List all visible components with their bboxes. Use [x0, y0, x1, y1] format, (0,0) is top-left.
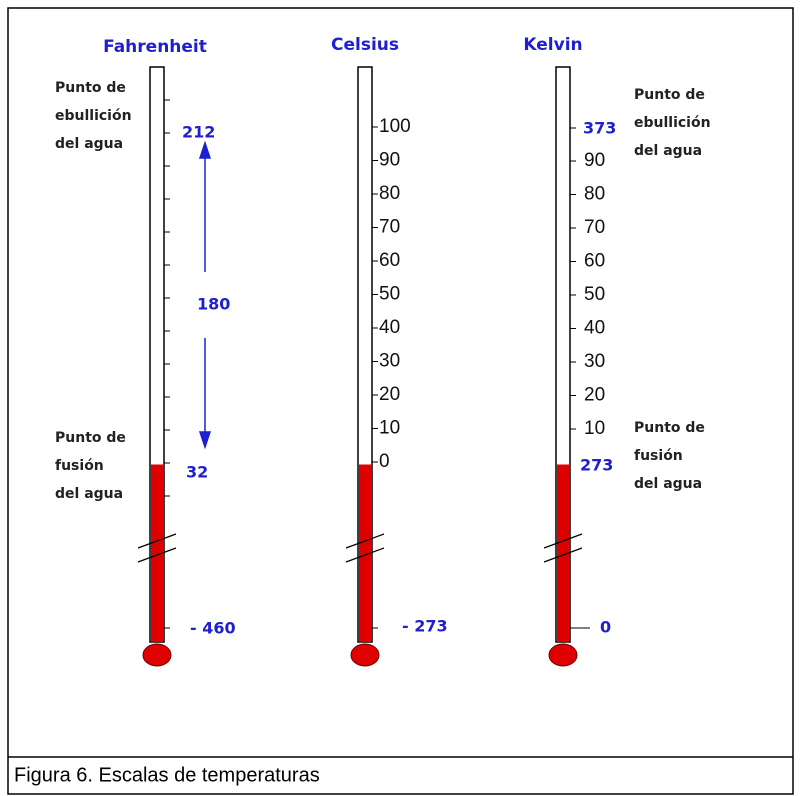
scale-label: 10 [379, 418, 400, 439]
scale-label: 90 [379, 150, 400, 171]
break-mark [543, 533, 583, 549]
note: del agua [634, 476, 702, 492]
note: Punto de [634, 420, 705, 436]
scale-label: 90 [584, 150, 605, 171]
break-mark [345, 547, 385, 563]
frame [7, 7, 794, 795]
bulb [548, 643, 578, 667]
scale-label: 50 [379, 284, 400, 305]
note: ebullición [55, 108, 132, 124]
boiling-label: 212 [182, 123, 215, 142]
scale-label: 30 [584, 351, 605, 372]
break-mark [137, 547, 177, 563]
scale-label: 60 [584, 251, 605, 272]
interval-label: 180 [197, 295, 230, 314]
scale-label: 40 [379, 317, 400, 338]
scale-label: 20 [584, 385, 605, 406]
scale-label: 40 [584, 318, 605, 339]
break-mark [137, 533, 177, 549]
scale-label: 70 [584, 217, 605, 238]
thermometer-title: Kelvin [523, 35, 582, 55]
note: del agua [634, 143, 702, 159]
note: fusión [55, 458, 104, 474]
thermometer-title: Fahrenheit [103, 37, 207, 57]
scale-label: 0 [379, 451, 390, 472]
scale-label: 100 [379, 116, 411, 137]
scale-label: 70 [379, 217, 400, 238]
boiling-label: 373 [583, 119, 616, 138]
note: Punto de [55, 80, 126, 96]
thermometer-title: Celsius [331, 35, 399, 55]
bulb [350, 643, 380, 667]
note: Punto de [55, 430, 126, 446]
note: del agua [55, 136, 123, 152]
scale-label: 30 [379, 351, 400, 372]
interval-arrow [198, 140, 212, 450]
break-mark [543, 547, 583, 563]
zero-label: 0 [600, 618, 611, 637]
break-mark [345, 533, 385, 549]
zero-label: - 273 [402, 617, 448, 636]
note: Punto de [634, 87, 705, 103]
bulb [142, 643, 172, 667]
freezing-label: 32 [186, 463, 208, 482]
note: ebullición [634, 115, 711, 131]
note: del agua [55, 486, 123, 502]
scale-label: 10 [584, 418, 605, 439]
scale-label: 20 [379, 384, 400, 405]
scale-label: 80 [379, 183, 400, 204]
scale-label: 80 [584, 184, 605, 205]
zero-label: - 460 [190, 619, 236, 638]
mercury [151, 465, 163, 641]
mercury [557, 465, 569, 641]
freezing-label: 273 [580, 456, 613, 475]
caption: Figura 6. Escalas de temperaturas [14, 764, 320, 786]
mercury [359, 465, 371, 641]
scale-label: 60 [379, 250, 400, 271]
scale-label: 50 [584, 284, 605, 305]
note: fusión [634, 448, 683, 464]
